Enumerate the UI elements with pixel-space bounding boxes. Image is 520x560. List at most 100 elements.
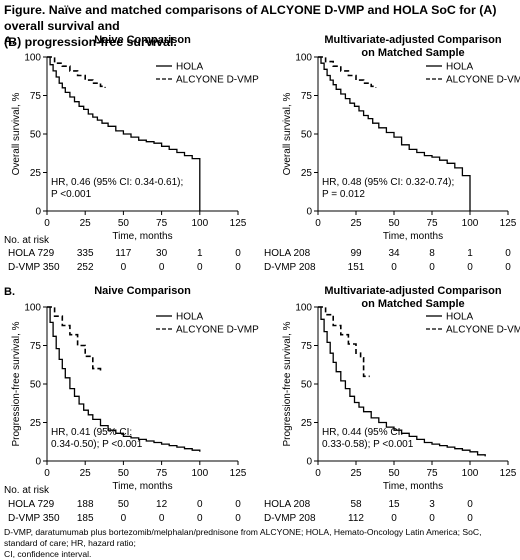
legend-label: HOLA [446,62,474,73]
x-tick-label: 100 [191,468,208,479]
legend-label: HOLA [176,62,204,73]
footnote: D-VMP, daratumumab plus bortezomib/melph… [4,527,516,560]
risk-table-header-a: No. at risk [4,235,50,246]
x-tick-label: 125 [230,468,247,479]
y-tick-label: 75 [30,341,42,352]
hazard-ratio-annotation: HR, 0.48 (95% CI: 0.32-0.74); [322,177,454,188]
y-axis-label: Overall survival, % [282,93,293,176]
y-tick-label: 75 [30,91,42,102]
y-tick-label: 25 [301,418,313,429]
y-tick-label: 75 [301,341,313,352]
y-tick-label: 100 [295,303,312,314]
risk-count: 0 [467,513,473,524]
risk-count: 252 [77,262,94,273]
x-axis-label: Time, months [112,231,172,242]
hazard-ratio-annotation: P <0.001 [51,189,92,200]
y-tick-label: 50 [30,130,42,141]
risk-count: 151 [348,262,365,273]
risk-count: 0 [121,513,127,524]
risk-count: 0 [391,262,397,273]
risk-count: 0 [235,499,241,510]
hazard-ratio-annotation: 0.33-0.58); P <0.001 [322,439,414,450]
chart-title-line: Multivariate-adjusted Comparison [324,285,502,297]
risk-count: 0 [197,499,203,510]
y-tick-label: 50 [30,380,42,391]
x-tick-label: 125 [230,218,247,229]
risk-row-label: D-VMP 350 [8,513,60,524]
risk-count: 3 [429,499,435,510]
y-tick-label: 0 [306,457,312,468]
risk-table-header-b: No. at risk [4,485,50,496]
x-tick-label: 50 [388,218,400,229]
y-tick-label: 0 [306,207,312,218]
x-tick-label: 25 [350,218,362,229]
dvmp-survival-curve [318,56,377,88]
x-tick-label: 50 [118,218,130,229]
risk-count: 0 [505,262,511,273]
risk-count: 1 [197,248,203,259]
hola-survival-curve [318,56,471,211]
risk-count: 30 [156,248,168,259]
y-axis-label: Overall survival, % [11,93,22,176]
x-tick-label: 75 [156,218,168,229]
x-tick-label: 125 [500,218,517,229]
x-axis-label: Time, months [383,231,443,242]
risk-count: 185 [77,513,94,524]
chart-title-line: Naive Comparison [94,285,191,297]
risk-count: 335 [77,248,94,259]
risk-count: 188 [77,499,94,510]
hola-survival-curve [47,306,201,452]
x-tick-label: 0 [315,468,321,479]
y-tick-label: 100 [24,303,41,314]
risk-count: 0 [505,248,511,259]
risk-count: 0 [235,513,241,524]
risk-count: 0 [429,513,435,524]
x-tick-label: 25 [80,468,92,479]
risk-count: 0 [235,248,241,259]
x-tick-label: 50 [388,468,400,479]
figure-title-line-1: Figure. Naïve and matched comparisons of… [4,3,497,33]
risk-count: 0 [391,513,397,524]
y-tick-label: 50 [301,130,313,141]
x-tick-label: 25 [80,218,92,229]
chart-title-line: Naive Comparison [94,34,191,46]
risk-count: 99 [350,248,362,259]
dvmp-survival-curve [318,306,370,378]
x-tick-label: 125 [500,468,517,479]
x-axis-label: Time, months [383,481,443,492]
dvmp-survival-curve [47,56,106,88]
risk-count: 0 [197,262,203,273]
legend-label: ALCYONE D-VMP [176,325,259,336]
risk-count: 0 [197,513,203,524]
risk-count: 12 [156,499,168,510]
chart-title-line: on Matched Sample [361,47,464,59]
y-axis-label: Progression-free survival, % [11,321,22,446]
hazard-ratio-annotation: 0.34-0.50); P <0.001 [51,439,143,450]
chart-title-line: on Matched Sample [361,298,464,310]
hazard-ratio-annotation: P = 0.012 [322,189,365,200]
risk-row-label: D-VMP 208 [264,513,316,524]
x-tick-label: 100 [462,468,479,479]
risk-count: 0 [235,262,241,273]
y-tick-label: 25 [301,168,313,179]
hazard-ratio-annotation: HR, 0.46 (95% CI: 0.34-0.61); [51,177,183,188]
legend-label: HOLA [446,312,474,323]
x-tick-label: 50 [118,468,130,479]
risk-count: 50 [118,499,130,510]
risk-count: 8 [429,248,435,259]
y-tick-label: 100 [24,53,41,64]
x-tick-label: 100 [191,218,208,229]
figure-title: Figure. Naïve and matched comparisons of… [4,2,516,50]
risk-row-label: D-VMP 208 [264,262,316,273]
risk-row-label: D-VMP 350 [8,262,60,273]
x-tick-label: 0 [44,468,50,479]
risk-count: 112 [348,513,364,524]
x-tick-label: 25 [350,468,362,479]
x-tick-label: 75 [426,468,438,479]
x-tick-label: 0 [315,218,321,229]
section-label-b: B. [4,286,15,298]
risk-count: 0 [121,262,127,273]
risk-count: 0 [159,262,165,273]
risk-row-label: HOLA 729 [8,499,55,510]
